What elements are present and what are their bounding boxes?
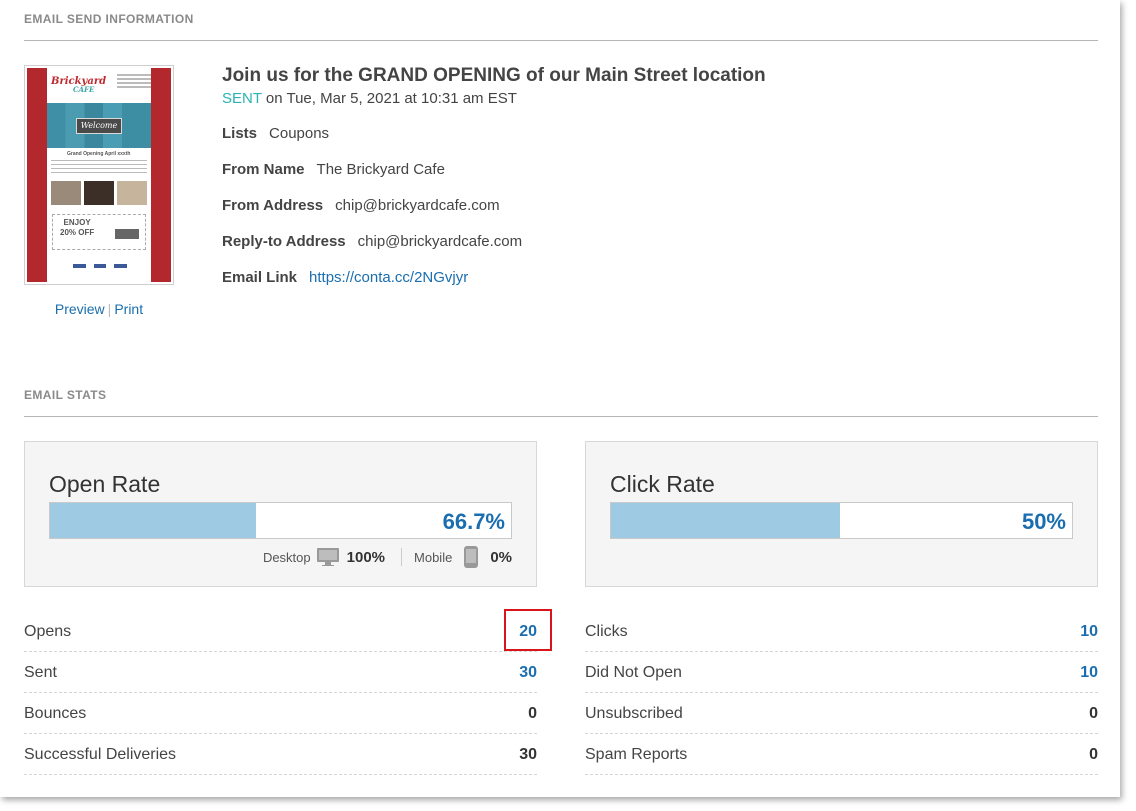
did-not-open-count-link[interactable]: 10 <box>1080 664 1098 682</box>
stat-row-did-not-open: Did Not Open 10 <box>585 652 1098 693</box>
device-breakdown: Desktop 100% Mobile 0% <box>263 546 512 568</box>
email-link[interactable]: https://conta.cc/2NGvjyr <box>309 269 468 286</box>
stat-row-bounces: Bounces 0 <box>24 693 537 734</box>
stat-row-spam-reports: Spam Reports 0 <box>585 734 1098 775</box>
bounces-count: 0 <box>528 705 537 723</box>
sent-count-link[interactable]: 30 <box>519 664 537 682</box>
thumbnail-links: Preview|Print <box>24 301 174 317</box>
stat-row-clicks: Clicks 10 <box>585 611 1098 652</box>
opens-highlight-box <box>504 609 552 651</box>
print-link[interactable]: Print <box>114 301 143 317</box>
open-rate-title: Open Rate <box>49 471 160 498</box>
desktop-label: Desktop <box>263 550 311 565</box>
clicks-count-link[interactable]: 10 <box>1080 623 1098 641</box>
open-rate-bar: 66.7% <box>49 502 512 539</box>
click-rate-card: Click Rate 50% <box>585 441 1098 587</box>
stat-row-successful-deliveries: Successful Deliveries 30 <box>24 734 537 775</box>
email-report-panel: EMAIL SEND INFORMATION BrickyardCAFE Wel… <box>0 0 1120 797</box>
thumbnail-coupon: ENJOY20% OFF <box>52 214 146 250</box>
unsubscribed-count: 0 <box>1089 705 1098 723</box>
sent-date: on Tue, Mar 5, 2021 at 10:31 am EST <box>266 90 517 107</box>
email-stats-section-title: EMAIL STATS <box>24 388 106 402</box>
spam-reports-count: 0 <box>1089 746 1098 764</box>
mobile-value: 0% <box>490 549 512 566</box>
open-rate-value: 66.7% <box>443 509 505 535</box>
info-row-from-address: From Addresschip@brickyardcafe.com <box>222 197 500 214</box>
click-rate-title: Click Rate <box>610 471 715 498</box>
open-rate-card: Open Rate 66.7% Desktop 100% Mobile 0% <box>24 441 537 587</box>
desktop-icon <box>317 548 339 566</box>
info-row-lists: ListsCoupons <box>222 125 329 142</box>
thumbnail-social-icons <box>73 264 127 268</box>
email-thumbnail[interactable]: BrickyardCAFE Welcome Grand Opening Apri… <box>24 65 174 285</box>
email-subject: Join us for the GRAND OPENING of our Mai… <box>222 65 766 87</box>
sent-status: SENT <box>222 90 262 107</box>
send-info-divider <box>24 40 1098 41</box>
stat-row-opens: Opens 20 <box>24 611 537 652</box>
send-info-section-title: EMAIL SEND INFORMATION <box>24 12 194 26</box>
info-row-reply-to: Reply-to Addresschip@brickyardcafe.com <box>222 233 522 250</box>
mobile-label: Mobile <box>414 550 452 565</box>
thumbnail-photos <box>51 181 147 205</box>
info-row-from-name: From NameThe Brickyard Cafe <box>222 161 445 178</box>
email-stats-divider <box>24 416 1098 417</box>
mobile-icon <box>464 546 478 568</box>
click-rate-bar: 50% <box>610 502 1073 539</box>
sent-status-line: SENT on Tue, Mar 5, 2021 at 10:31 am EST <box>222 90 517 107</box>
info-row-email-link: Email Linkhttps://conta.cc/2NGvjyr <box>222 269 468 286</box>
thumbnail-headline: Grand Opening April xxxth <box>67 151 130 157</box>
stat-row-sent: Sent 30 <box>24 652 537 693</box>
click-rate-value: 50% <box>1022 509 1066 535</box>
thumbnail-logo: BrickyardCAFE <box>51 76 106 94</box>
desktop-value: 100% <box>347 549 385 566</box>
email-thumbnail-image: BrickyardCAFE Welcome Grand Opening Apri… <box>27 68 171 282</box>
click-rate-bar-fill <box>611 503 840 538</box>
stat-row-unsubscribed: Unsubscribed 0 <box>585 693 1098 734</box>
thumbnail-welcome-sign: Welcome <box>76 118 122 134</box>
deliveries-count: 30 <box>519 746 537 764</box>
open-rate-bar-fill <box>50 503 256 538</box>
preview-link[interactable]: Preview <box>55 301 105 317</box>
